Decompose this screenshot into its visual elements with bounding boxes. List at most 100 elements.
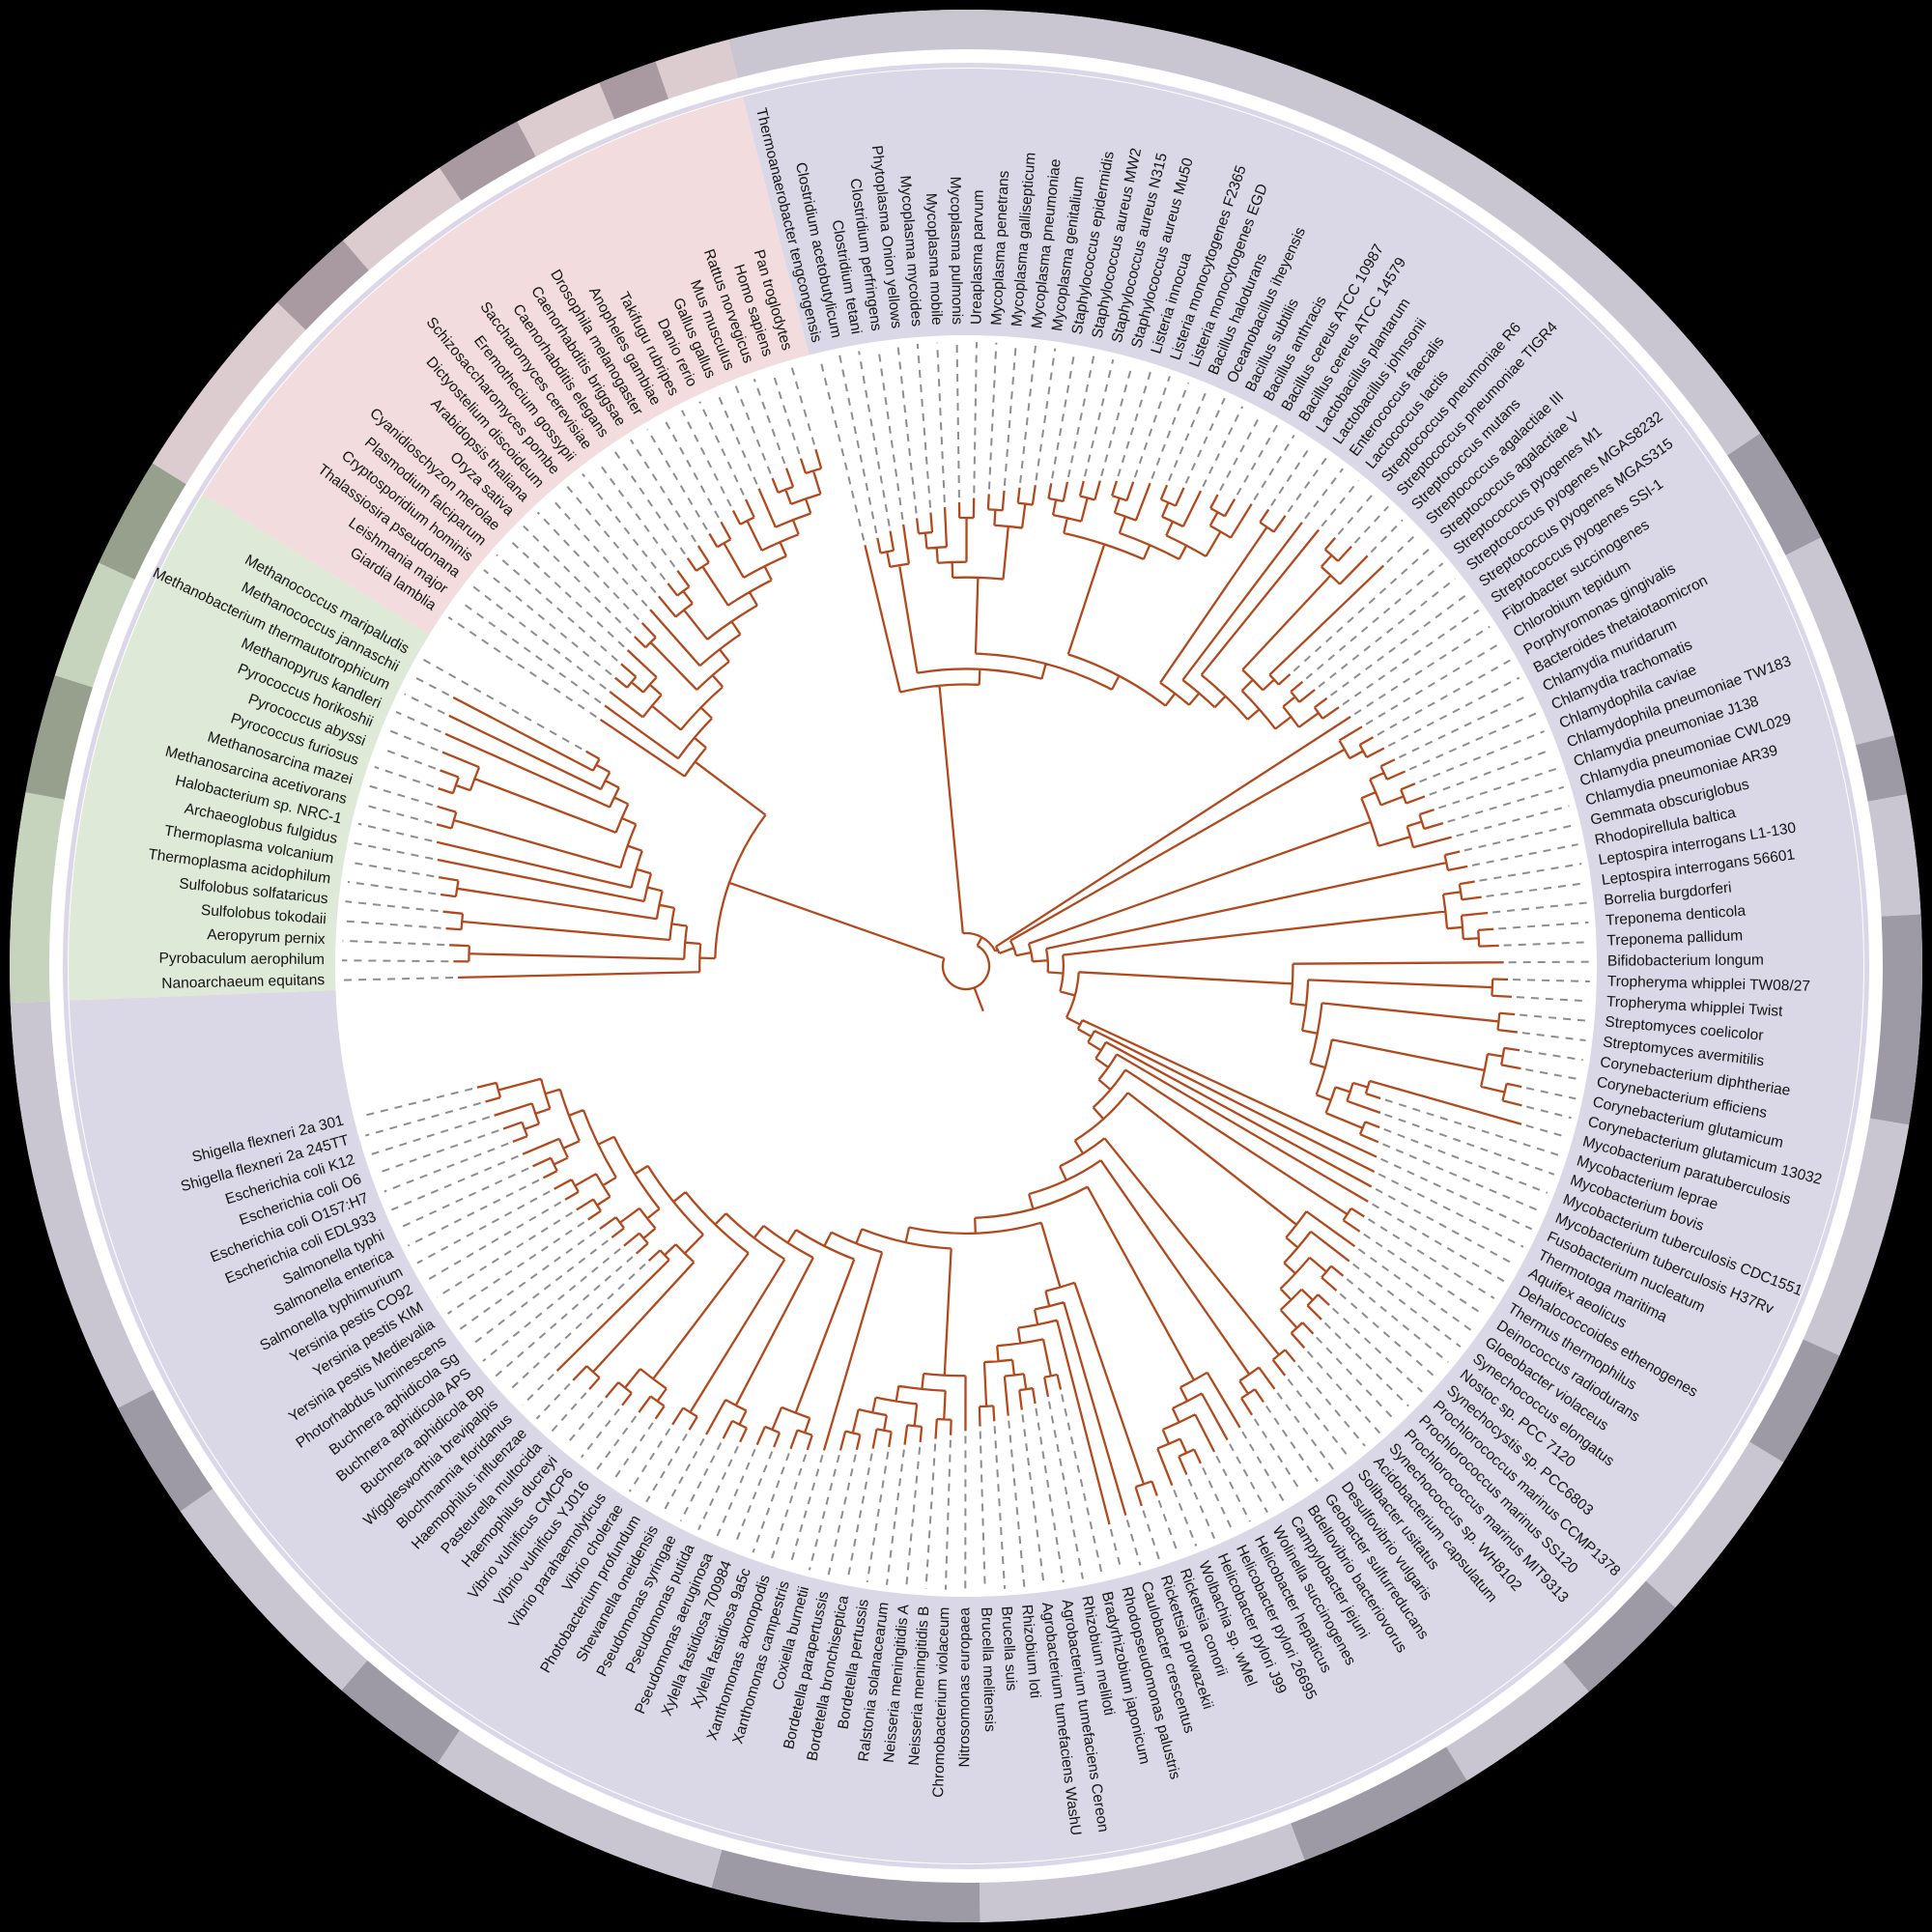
- ring-segment-bacteria-dark: [118, 1389, 213, 1512]
- ring-segment-bacteria-light: [180, 1489, 368, 1690]
- leaf-connector: [1265, 1405, 1319, 1483]
- leaf-connector: [508, 1263, 646, 1392]
- sector-archaea: [69, 494, 430, 1001]
- leaf-connector: [1384, 1113, 1555, 1176]
- leaf-connector: [1047, 1401, 1084, 1579]
- leaf-connector: [1035, 1407, 1065, 1583]
- leaf-connector: [496, 554, 618, 662]
- leaf-connector: [734, 385, 772, 474]
- leaf-connector: [1287, 1378, 1350, 1460]
- leaf-label: Ureaplasma parvum: [968, 189, 986, 325]
- ring-segment-eukaryota-dark: [277, 240, 369, 330]
- leaf-connector: [374, 765, 435, 788]
- leaf-connector: [1342, 609, 1480, 706]
- leaf-connector: [1492, 901, 1587, 914]
- leaf-connector: [1365, 642, 1501, 725]
- leaf-connector: [522, 1373, 554, 1406]
- leaf-connector: [1346, 1278, 1449, 1363]
- ring-segment-eukaryota-light: [152, 302, 306, 485]
- leaf-connector: [1525, 1068, 1580, 1081]
- leaf-connector: [1438, 767, 1559, 810]
- leaf-connector: [613, 449, 686, 555]
- leaf-connector: [630, 439, 696, 543]
- leaf-connectors: [342, 342, 1590, 1591]
- leaf-connector: [399, 1167, 529, 1230]
- leaf-connector: [384, 1142, 509, 1193]
- leaf-connector: [495, 1256, 634, 1378]
- leaf-connector: [1323, 1321, 1409, 1407]
- leaf-connector: [483, 569, 612, 676]
- leaf-connector: [1184, 397, 1226, 484]
- leaf-connector: [459, 600, 602, 704]
- ring-segment-bacteria-light: [438, 1730, 723, 1889]
- leaf-connector: [1157, 1499, 1179, 1554]
- leaf-connector: [681, 410, 732, 507]
- leaf-connector: [565, 1400, 604, 1446]
- ring-segment-bacteria-dark: [1563, 1580, 1676, 1692]
- leaf-connector: [905, 1446, 922, 1588]
- leaf-connector: [359, 1088, 473, 1118]
- ring-segment-bacteria-light: [727, 9, 1761, 456]
- leaf-connector: [1353, 625, 1491, 716]
- leaf-connector: [1370, 519, 1404, 554]
- leaf-connector: [1447, 785, 1565, 823]
- ring-segment-bacteria-dark: [711, 1849, 980, 1922]
- ring-segment-bacteria-light: [1867, 794, 1921, 917]
- leaf-connector: [1339, 1293, 1436, 1378]
- leaf-connector: [1377, 659, 1511, 736]
- leaf-connector: [1316, 1336, 1396, 1421]
- leaf-connector: [368, 784, 434, 807]
- leaf-connector: [1363, 1233, 1485, 1316]
- leaf-connector: [1463, 824, 1575, 852]
- leaf-connector: [715, 1448, 756, 1539]
- leaf-connector: [377, 1129, 499, 1175]
- leaf-connector: [973, 342, 978, 494]
- tree-branches: [436, 448, 1522, 1525]
- leaf-connector: [1321, 480, 1359, 527]
- leaf-connector: [1367, 1218, 1495, 1299]
- leaf-connector: [646, 428, 708, 530]
- leaf-connector: [357, 822, 433, 842]
- leaf-connector: [628, 1428, 671, 1492]
- leaf-connector: [993, 1426, 1007, 1589]
- leaf-connector: [697, 1445, 739, 1531]
- leaf-label: Brucella melitensis: [978, 1606, 998, 1732]
- leaf-connector: [716, 392, 758, 485]
- leaf-label: Brucella suis: [998, 1605, 1019, 1691]
- ring-segment-bacteria-light: [1803, 1118, 1910, 1356]
- leaf-connector: [858, 351, 891, 526]
- ring-segment-bacteria-dark: [1869, 914, 1922, 1125]
- leaf-connector: [808, 1454, 840, 1571]
- leaf-connector: [536, 511, 639, 620]
- leaf-connector: [1387, 676, 1520, 748]
- leaf-connector: [838, 355, 878, 534]
- leaf-connector: [1384, 1098, 1561, 1157]
- leaf-label: Mycoplasma pulmonis: [947, 177, 965, 326]
- leaf-connector: [1100, 364, 1133, 477]
- leaf-connector: [416, 1190, 551, 1264]
- ring-segment-bacteria-light: [10, 1001, 154, 1408]
- ring-segment-eukaryota-light: [655, 40, 738, 99]
- leaf-connector: [1202, 406, 1244, 488]
- leaf-connector: [1168, 389, 1208, 482]
- leaf-connector: [1003, 343, 1017, 486]
- leaf-connector: [1215, 1455, 1251, 1522]
- leaf-connector: [523, 525, 633, 635]
- leaf-connector: [1398, 694, 1529, 758]
- leaf-label: Nitrosomonas europaea: [956, 1607, 973, 1768]
- ring-segment-archaea-light: [54, 562, 135, 688]
- leaf-connector: [1306, 1350, 1381, 1435]
- leaf-connector: [1486, 882, 1585, 897]
- leaf-label: Aeropyrum pernix: [207, 926, 326, 948]
- leaf-connector: [698, 401, 745, 496]
- leaf-connector: [679, 1442, 723, 1522]
- sector-bacteria: [69, 68, 1864, 1863]
- leaf-connector: [1357, 1248, 1473, 1332]
- leaf-connector: [1304, 468, 1344, 520]
- leaf-connector: [482, 1248, 621, 1362]
- leaf-connector: [1276, 1392, 1335, 1471]
- leaf-connector: [979, 1431, 986, 1590]
- leaf-connector: [924, 1443, 937, 1589]
- leaf-connector: [1293, 548, 1431, 672]
